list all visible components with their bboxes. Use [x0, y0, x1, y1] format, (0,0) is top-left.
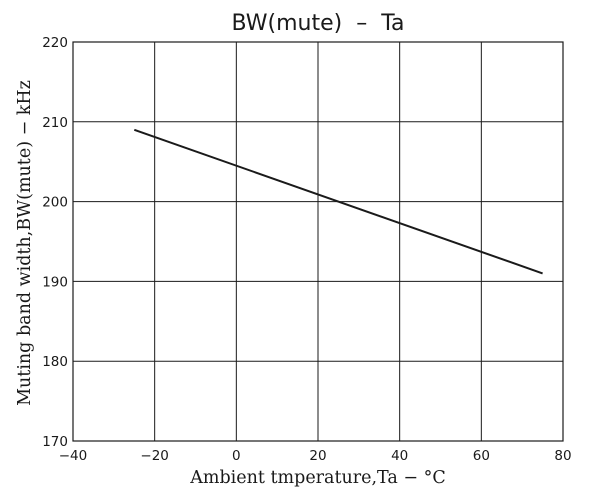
grid	[72, 41, 564, 442]
y-tick-label: 210	[42, 115, 68, 131]
y-tick-label: 220	[42, 35, 68, 51]
y-tick-label: 200	[42, 195, 68, 211]
x-tick-label: 60	[473, 448, 490, 464]
x-axis-label: Ambient tmperature,Ta − °C	[189, 468, 446, 488]
x-tick-label: 80	[554, 448, 571, 464]
y-axis-ticks: 170 180 190 200 210 220	[42, 35, 68, 450]
y-axis-label: Muting band width,BW(mute) − kHz	[15, 80, 35, 406]
x-tick-label: 40	[391, 448, 408, 464]
y-tick-label: 180	[42, 354, 68, 370]
series-line	[133, 128, 543, 275]
x-tick-label: −40	[59, 448, 88, 464]
x-tick-label: 0	[232, 448, 241, 464]
y-tick-label: 190	[42, 274, 68, 290]
series-layer	[133, 128, 543, 275]
x-tick-label: −20	[140, 448, 169, 464]
plot-frame	[72, 41, 564, 442]
x-axis-ticks: −40 −20 0 20 40 60 80	[59, 448, 572, 464]
x-tick-label: 20	[309, 448, 326, 464]
y-tick-label: 170	[42, 434, 68, 450]
chart-title: BW(mute) – Ta	[231, 11, 404, 36]
